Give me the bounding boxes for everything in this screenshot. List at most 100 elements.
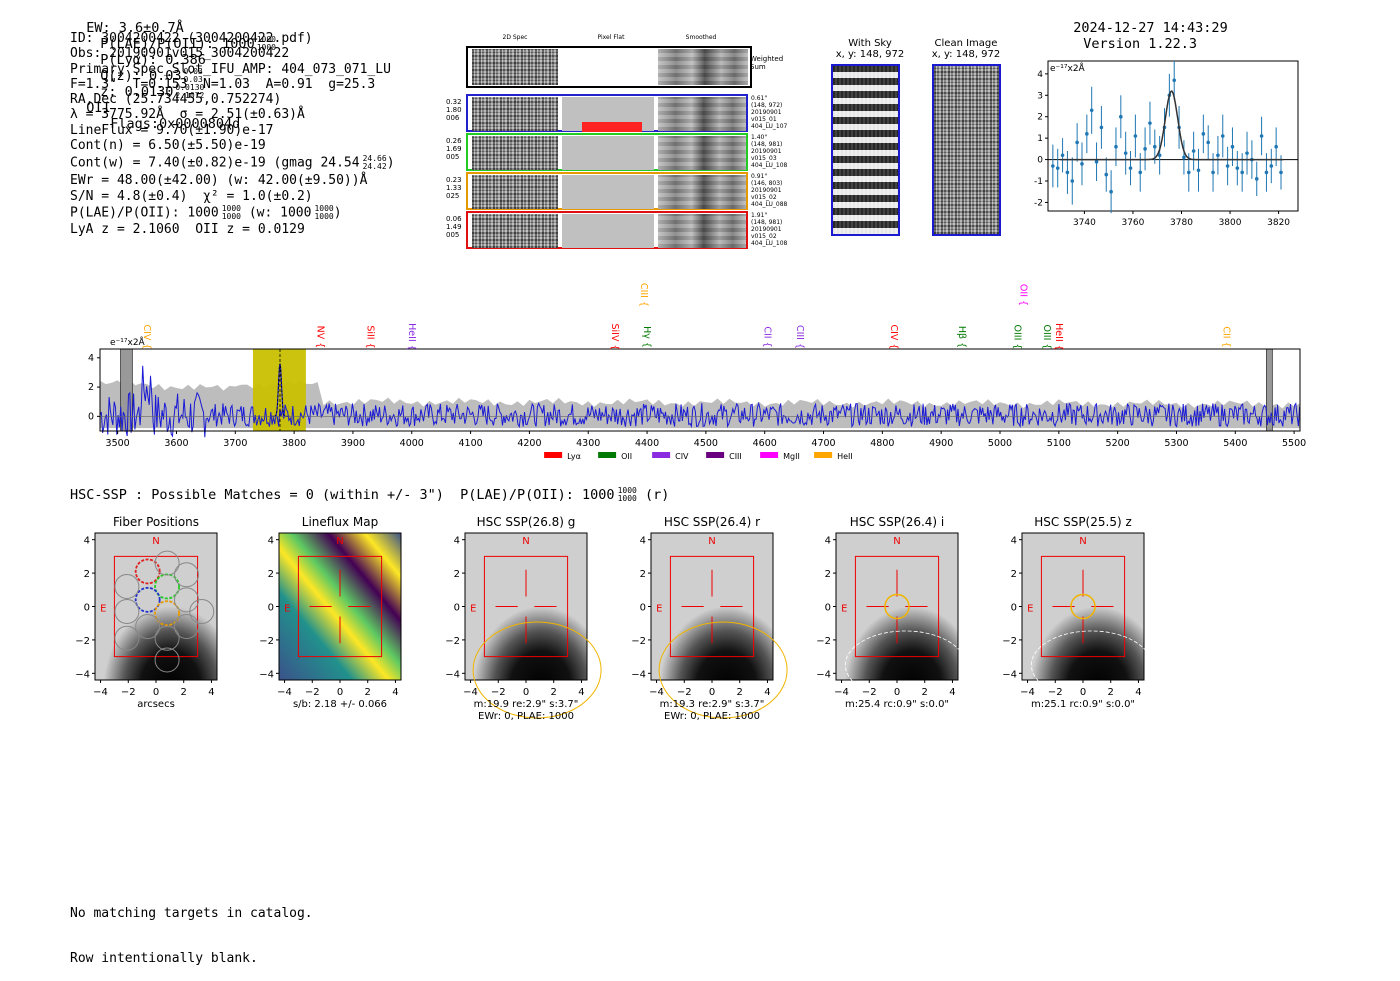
fiber-circle	[174, 562, 199, 588]
fiber-left-value: 0.26	[446, 137, 462, 145]
zoom-data-point	[1279, 170, 1283, 175]
fiber-left-value: 0.23	[446, 176, 462, 184]
fiber-right-value: v015_01	[751, 116, 777, 123]
hsc-ytick-label: −2	[259, 636, 274, 647]
hsc-xtick-label: 0	[894, 687, 900, 698]
hsc-xtick-label: −2	[677, 687, 692, 698]
emission-line-label: HeII {	[1053, 323, 1064, 351]
full-spectrum-chart: 0 2 4 3500 3600 3700 3800 3900 4000 4100 4200 4300 4…	[88, 283, 1306, 461]
hsc-xtick-label: −2	[305, 687, 320, 698]
zoom-data-point	[1206, 140, 1210, 145]
weighted-sum-row	[466, 46, 752, 88]
weighted-label-1: Weighted	[750, 55, 784, 63]
hsc-xtick-label: 2	[365, 687, 371, 698]
footer-line2: Row intentionally blank.	[70, 951, 258, 966]
hsc-caption-1: m:25.1 rc:0.9" s:0.0"	[1031, 699, 1135, 710]
info-gmag-hi: 24.66	[362, 154, 387, 164]
hsc-ytick-label: 4	[84, 536, 90, 547]
emission-line-label: OII {	[1018, 284, 1029, 306]
fiber-right-value: 20190901	[751, 187, 782, 194]
hsc-xtick-label: −4	[277, 687, 292, 698]
header-z: z: 0.0130	[100, 84, 174, 100]
hsc-ytick-label: 4	[454, 536, 460, 547]
fiber-left-value: 1.33	[446, 184, 462, 192]
hsc-xtick-label: −2	[491, 687, 506, 698]
hsc-caption-1: m:19.3 re:2.9" s:3.7"	[660, 699, 765, 710]
hsc-ytick-label: 2	[268, 569, 274, 580]
zoom-ytick-label: -1	[1034, 177, 1043, 187]
spectrum-xtick-label: 4300	[576, 438, 600, 449]
hsc-panel-title: HSC SSP(26.8) g	[477, 515, 576, 529]
zoom-unit-label: e⁻¹⁷x2Å	[1050, 62, 1086, 74]
lineflux-map-image	[279, 533, 401, 680]
header-plae-hi: 1000	[256, 35, 276, 44]
zoom-ytick-label: -2	[1034, 198, 1043, 208]
fiber-right-value: 404_LU_107	[751, 123, 788, 130]
zoom-data-point	[1128, 166, 1133, 170]
info-plae-w: (w: 1000	[248, 205, 312, 221]
weighted-sum-label: Weighted Sum	[750, 55, 783, 71]
hsc-xtick-label: 4	[1135, 687, 1141, 698]
with-sky-title: With Sky x, y: 148, 972	[820, 38, 920, 60]
hsc-ytick-label: 2	[825, 569, 831, 580]
hsc-title: HSC-SSP : Possible Matches = 0 (within +…	[70, 487, 669, 504]
fiber-left-value: 006	[446, 114, 460, 122]
legend-label: CIII	[729, 452, 742, 461]
hsc-ytick-label: 0	[84, 603, 90, 614]
info-plae-hi: 1000	[221, 203, 241, 213]
fiber-circle	[154, 625, 180, 651]
spectrum-xtick-label: 4700	[811, 438, 835, 449]
zoom-data-point	[1114, 144, 1118, 149]
info-plae-w-lo: 1000	[314, 211, 334, 221]
compass-east: E	[470, 604, 476, 615]
zoom-data-point	[1109, 189, 1113, 194]
compass-east: E	[1027, 604, 1033, 615]
hsc-ytick-label: 0	[640, 603, 646, 614]
fiber-right-value: v015_02	[751, 233, 777, 240]
info-plae: P(LAE)/P(OII): 1000	[70, 205, 219, 221]
zoom-data-point	[1133, 134, 1138, 138]
compass-north: N	[708, 536, 715, 547]
galaxy-ellipse-dashed	[844, 630, 966, 700]
legend-swatch	[598, 452, 617, 458]
galaxy-ellipse	[472, 621, 602, 719]
fiber-right-value: (148, 981)	[751, 219, 783, 226]
zoom-xtick-label: 3740	[1073, 218, 1096, 228]
spectrum-flux-line	[99, 365, 1301, 438]
hsc-image	[651, 533, 773, 680]
fiber-left-value: 1.69	[446, 145, 462, 153]
hsc-ytick-label: −2	[631, 636, 646, 647]
fiber-left-value: 1.49	[446, 223, 462, 231]
hsc-xtick-label: −4	[93, 687, 108, 698]
fiber-row-right-labels: 1.91" (148, 981) 20190901 v015_02 404_LU_108	[751, 212, 787, 247]
fiber-row	[466, 133, 748, 171]
hsc-ytick-label: 0	[825, 603, 831, 614]
legend-swatch	[652, 452, 671, 458]
emission-line-label: SiIV {	[609, 323, 620, 350]
header-qz-lo: 0.03	[183, 75, 203, 84]
header-bar: EW: 3.6±0.7Å P(LAE)/P(OII): 1000 1000 1000…	[70, 4, 276, 132]
fiber-right-value: v015_03	[751, 155, 777, 162]
fiber-left-value: 005	[446, 153, 460, 161]
pixelflat-defect	[582, 122, 642, 132]
hsc-ytick-label: 2	[640, 569, 646, 580]
hsc-xtick-label: −4	[463, 687, 478, 698]
fiber-circle	[189, 599, 215, 625]
aperture-box	[1040, 555, 1126, 658]
hsc-title-lo: 1000	[617, 494, 637, 503]
zoom-data-point	[1182, 155, 1186, 160]
fiber-pixelflat	[562, 175, 654, 209]
zoom-data-point	[1191, 149, 1196, 153]
hsc-xtick-label: 0	[523, 687, 529, 698]
spectrum-ytick-label: 0	[88, 411, 94, 422]
weighted-label-2: Sum	[750, 63, 766, 71]
header-plya: P(Lyα): 0.386	[100, 52, 206, 68]
hsc-xtick-label: −4	[834, 687, 849, 698]
hsc-ytick-label: 2	[84, 569, 90, 580]
emission-line-label: CIV {	[141, 325, 152, 350]
zoom-data-point	[1216, 153, 1220, 158]
spectrum-xtick-label: 4500	[694, 438, 718, 449]
zoom-data-point	[1070, 179, 1075, 183]
